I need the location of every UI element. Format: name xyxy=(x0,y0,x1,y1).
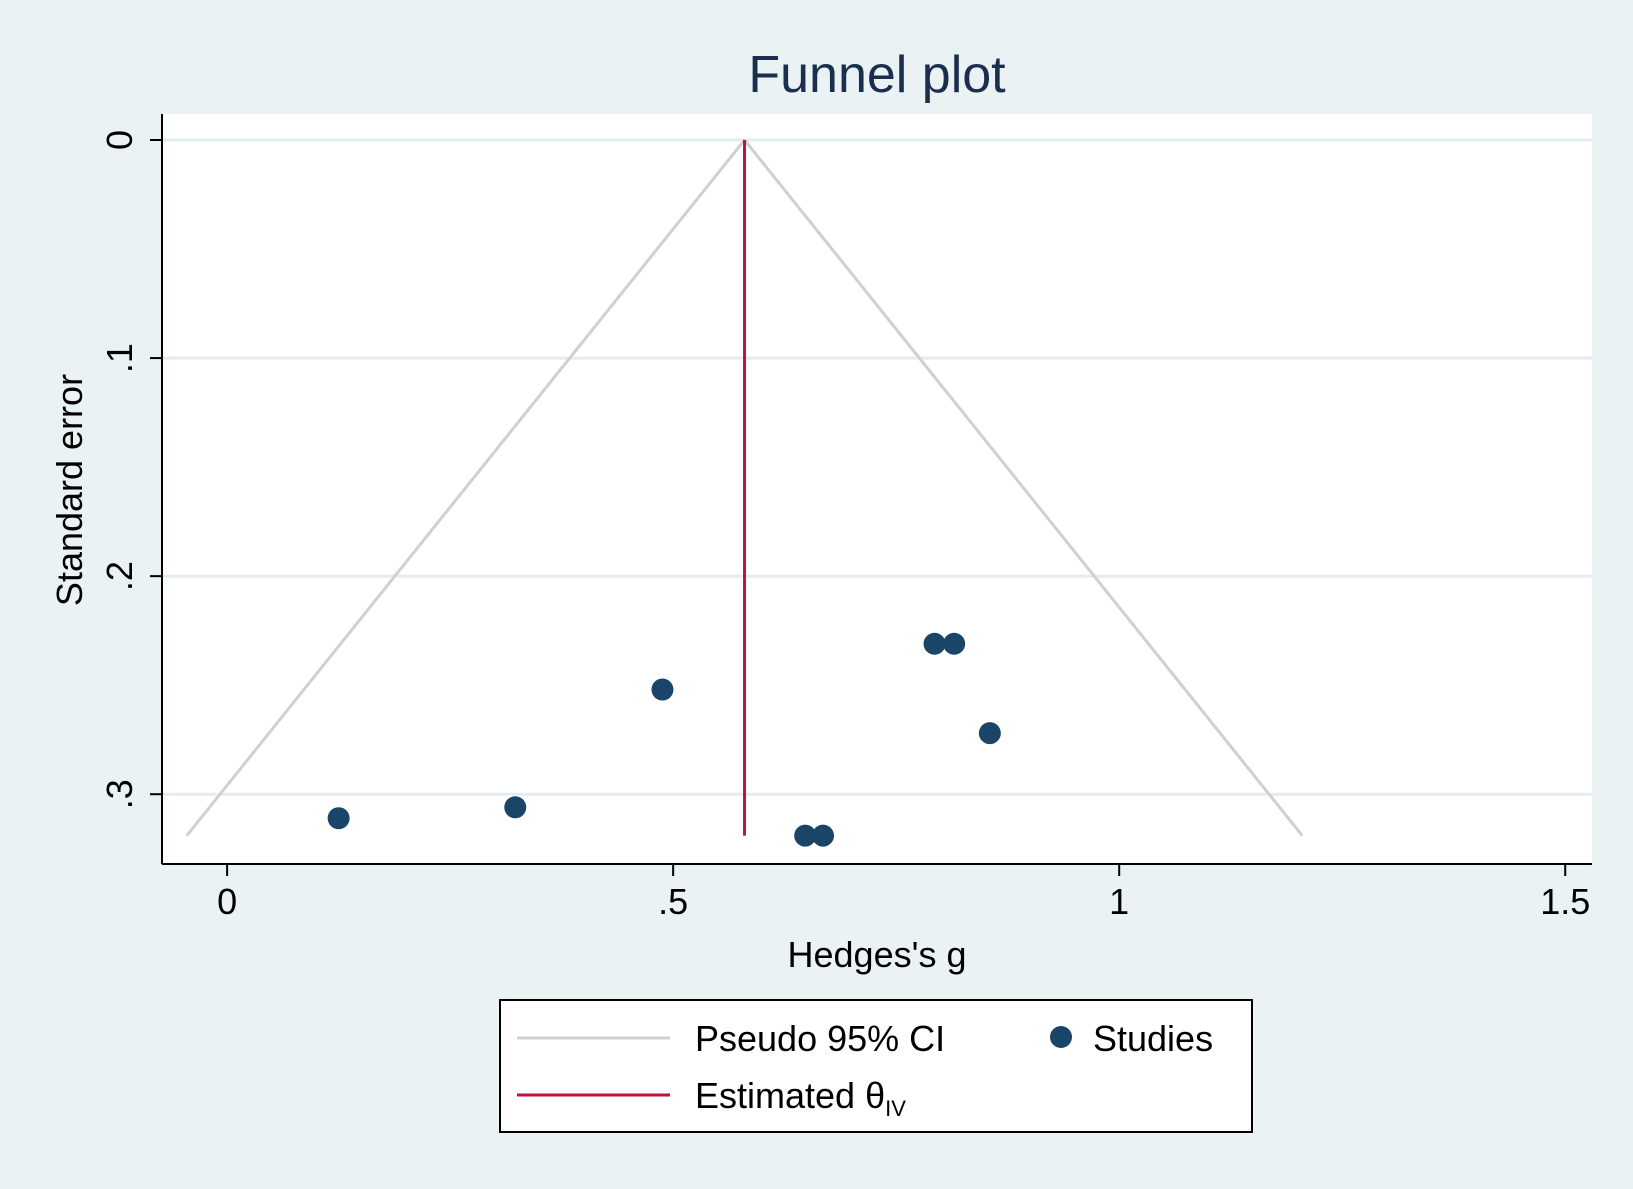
y-tick-label-1: .1 xyxy=(99,343,140,373)
chart-title: Funnel plot xyxy=(748,46,1006,104)
study-point-4 xyxy=(923,632,946,655)
x-tick-label-3: 1.5 xyxy=(1540,881,1590,922)
pseudo-ci-lines xyxy=(185,139,1304,837)
study-point-1 xyxy=(327,807,350,830)
study-point-3 xyxy=(651,678,674,701)
x-tick-label-0: 0 xyxy=(217,881,237,922)
legend-estimate-text: Estimated θ xyxy=(695,1075,885,1116)
plot-area xyxy=(162,114,1592,864)
legend-estimate-label: Estimated θIV xyxy=(695,1075,906,1121)
y-tick-label-3: .3 xyxy=(99,779,140,809)
study-point-6 xyxy=(978,722,1001,745)
ci-line-right xyxy=(743,139,1304,837)
study-point-7 xyxy=(794,824,817,847)
study-point-5 xyxy=(943,632,966,655)
grid-lines xyxy=(162,138,1592,796)
y-tick-label-0: 0 xyxy=(99,130,140,150)
axes xyxy=(150,114,1592,876)
study-point-8 xyxy=(812,824,835,847)
x-tick-label-2: 1 xyxy=(1109,881,1129,922)
legend-estimate-subscript: IV xyxy=(885,1096,906,1121)
x-axis-label: Hedges's g xyxy=(788,934,967,975)
legend: Pseudo 95% CI Studies Estimated θIV xyxy=(499,999,1253,1133)
legend-studies-marker xyxy=(1050,1026,1072,1048)
study-point-2 xyxy=(504,796,527,819)
ci-line-left xyxy=(185,139,746,837)
y-tick-label-2: .2 xyxy=(99,561,140,591)
y-axis-label: Standard error xyxy=(49,374,90,606)
legend-ci-label: Pseudo 95% CI xyxy=(695,1018,945,1059)
study-points xyxy=(327,632,1001,847)
x-tick-label-1: .5 xyxy=(658,881,688,922)
legend-box xyxy=(499,999,1253,1133)
legend-studies-label: Studies xyxy=(1093,1018,1213,1059)
tick-labels: 0 .5 1 1.5 0 .1 .2 .3 xyxy=(99,130,1590,922)
